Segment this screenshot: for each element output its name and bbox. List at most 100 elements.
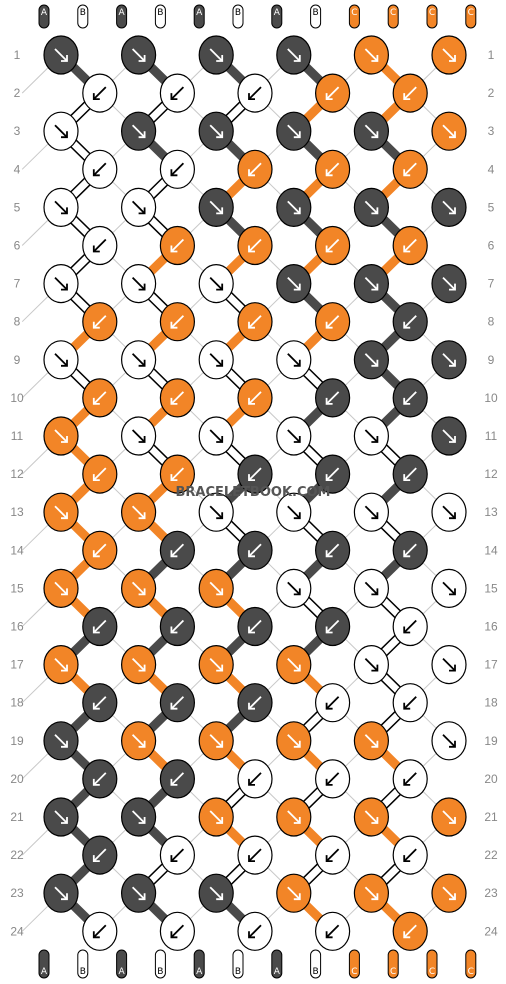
string-tab [193,949,205,979]
bottom-string-b: B [154,949,166,979]
knot-arrow-icon [170,162,185,177]
string-tab [465,949,477,979]
knot [159,149,195,189]
knot [276,35,312,75]
top-string-b: B [310,4,322,29]
row-number-left: 1 [14,48,21,62]
knot-arrow-icon [403,467,417,482]
string-tab [116,4,128,29]
bottom-string-b: B [232,949,244,979]
knot [315,149,351,189]
knot-arrow-icon [92,315,107,329]
string-label: A [41,967,48,977]
knot [198,264,234,304]
row-number-right: 17 [484,658,498,672]
knot [392,759,428,799]
bottom-string-a: A [116,949,128,979]
knot [159,454,195,494]
knot [82,225,118,266]
row-number-right: 20 [484,772,498,786]
row-number-left: 17 [10,658,24,672]
row-number-right: 24 [484,924,498,938]
string-tab [38,949,50,979]
knot [198,492,234,532]
knot [392,378,428,418]
row-number-left: 3 [14,124,21,138]
bottom-string-a: A [193,949,205,979]
string-label: A [274,967,281,977]
bottom-string-c: C [426,949,438,979]
knot [237,454,273,494]
string-tab [193,4,205,29]
knot [315,73,351,113]
knot-arrow-icon [170,543,185,558]
knot-arrow-icon [364,505,379,520]
knot-arrow-icon [92,543,107,558]
knot-arrow-icon [325,772,340,786]
knot [276,568,312,609]
knot-arrow-icon [170,619,185,634]
row-number-right: 11 [485,429,498,443]
knot [121,873,157,913]
row-number-right: 4 [488,162,495,176]
knot-arrow-icon [92,391,107,405]
knot [159,378,195,418]
knot [121,416,157,456]
knot [82,302,118,342]
knot-arrow-icon [325,924,340,939]
knot [198,187,234,227]
string-label: C [390,8,396,18]
knot [159,683,195,723]
knot-arrow-icon [131,505,146,520]
knot [276,492,312,532]
knot [43,644,79,685]
top-string-c: C [426,4,438,29]
string-tab [271,4,283,29]
knot [392,302,428,342]
string-label: C [429,8,435,18]
knot-arrow-icon [364,657,379,672]
knot [121,264,157,304]
knot-arrow-icon [364,353,379,367]
string-label: C [429,967,435,977]
row-number-left: 8 [14,315,21,329]
string-tab [154,4,166,29]
knot-arrow-icon [170,86,185,100]
knot-arrow-icon [442,429,456,443]
row-number-right: 9 [488,353,495,367]
top-string-b: B [77,4,89,29]
row-number-right: 21 [484,810,498,824]
knot-arrow-icon [209,734,224,748]
knot [43,264,79,304]
string-label: A [119,967,126,977]
knot-arrow-icon [54,200,68,215]
knot-arrow-icon [170,238,185,253]
row-number-left: 7 [14,277,21,291]
knot-arrow-icon [442,886,456,901]
knot-arrow-icon [131,810,146,824]
knot [237,835,273,875]
knot [431,873,467,913]
knot [431,187,467,227]
string-tab [77,949,89,979]
knot [198,873,234,913]
knot-arrow-icon [442,657,456,672]
knot [431,568,467,609]
string-label: A [119,8,126,18]
string-label: B [157,8,163,18]
knot [198,416,234,456]
knot-arrow-icon [325,543,340,558]
knot [431,264,467,304]
knot [353,721,389,761]
knot [353,340,389,380]
knot [198,568,234,609]
knot-arrow-icon [131,581,146,596]
knot [353,873,389,913]
string-tab [387,949,399,979]
knot-arrow-icon [248,467,262,482]
row-number-right: 16 [484,620,498,634]
knot [159,225,195,266]
row-number-right: 6 [488,239,495,253]
knot-arrow-icon [364,276,379,291]
